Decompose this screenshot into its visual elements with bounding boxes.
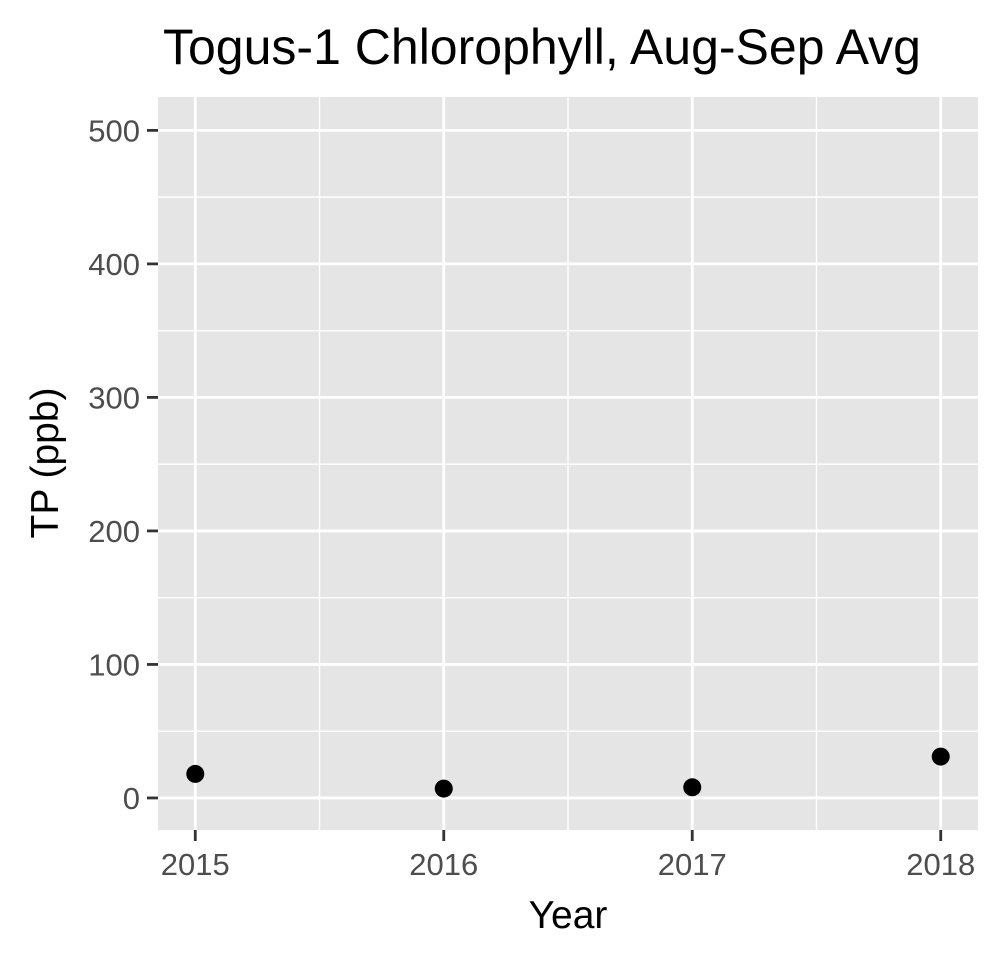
data-point	[931, 747, 950, 766]
x-axis-title: Year	[529, 894, 608, 937]
y-tick-label: 300	[88, 380, 140, 415]
y-tick-label: 100	[88, 647, 140, 682]
y-tick-label: 0	[123, 781, 140, 816]
major-gridlines	[158, 97, 978, 830]
minor-gridlines	[158, 97, 978, 830]
chart-title: Togus-1 Chlorophyll, Aug-Sep Avg	[163, 19, 921, 75]
x-tick-label: 2015	[161, 847, 230, 882]
x-tick-label: 2017	[658, 847, 727, 882]
data-point	[683, 778, 702, 797]
x-tick-label: 2018	[906, 847, 975, 882]
data-point	[186, 764, 205, 783]
x-tick-label: 2016	[409, 847, 478, 882]
data-point	[434, 779, 453, 798]
y-tick-label: 400	[88, 247, 140, 282]
y-tick-label: 500	[88, 113, 140, 148]
data-points	[186, 747, 950, 798]
y-axis: 0 100 200 300 400 500	[88, 113, 158, 816]
y-tick-label: 200	[88, 514, 140, 549]
y-axis-title: TP (ppb)	[24, 387, 67, 538]
x-axis: 2015 2016 2017 2018	[161, 830, 975, 882]
